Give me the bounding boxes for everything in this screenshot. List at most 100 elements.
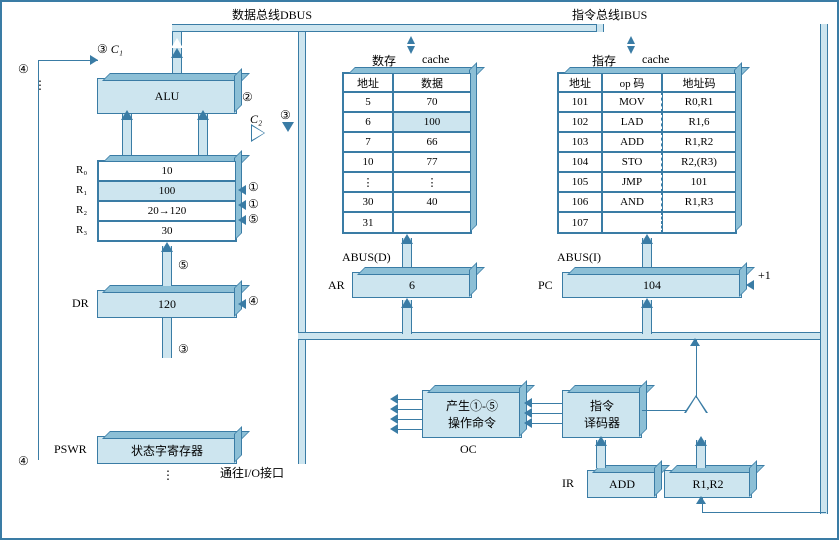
pc-block: 104 [562,272,742,298]
pc-label: PC [538,278,553,293]
it-h1: op 码 [602,73,662,92]
oc-block: 产生①-⑤ 操作命令 [422,390,522,438]
circle-1a: ① [248,180,259,195]
it-r1c1: LAD [602,112,662,132]
dt-h0: 地址 [343,73,393,92]
dr-down [162,318,172,358]
dbus-down-arrow [282,122,294,132]
it-h2: 地址码 [662,73,736,92]
dec-oc-2 [524,408,532,418]
pswr-block: 状态字寄存器 [97,436,237,464]
it-r3c2: R2,(R3) [662,152,736,172]
fb-top-tip [90,55,98,65]
it-r5c1: AND [602,192,662,212]
circle-c1-3: ③ C₁ [97,42,123,57]
ir-to-dec-tip [595,436,607,446]
reg-r0: 10 [98,161,236,181]
decoder-line2: 译码器 [584,414,620,431]
ir-in-tip [696,496,706,504]
ar-in-tip [401,298,413,308]
cpu-diagram: 数据总线DBUS 指令总线IBUS ③ C₁ ALU ② C₂ ③ 10 100… [0,0,839,540]
dt-r4c0: ⋮ [343,172,393,192]
dr-value: 120 [158,297,176,312]
reg-in-arrow3 [238,215,246,225]
dec-oc-l3 [532,423,562,424]
dr-label: DR [72,296,89,311]
circle-3-below-dr: ③ [178,342,189,357]
plus1-label: +1 [758,268,771,283]
reg-r2: 20→120 [98,201,236,221]
it-r2c0: 103 [558,132,602,152]
it-r3c1: STO [602,152,662,172]
lbl-r0: R₀ [76,164,87,176]
it-r1c2: R1,6 [662,112,736,132]
ir-label: IR [562,476,574,491]
ar-label: AR [328,278,345,293]
plus1-arrow [746,280,754,290]
decoder-block: 指令 译码器 [562,390,642,438]
oc-out-line4 [398,429,422,430]
ar-value: 6 [409,278,415,293]
circle-1b: ① [248,197,259,212]
c2-buffer-fill [252,126,264,140]
it-r0c1: MOV [602,92,662,112]
dec-oc-3 [524,418,532,428]
ar-block: 6 [352,272,472,298]
lbl-r2: R₂ [76,204,87,216]
it-r6c0: 107 [558,212,602,233]
it-r1c0: 102 [558,112,602,132]
pc-value: 104 [643,278,661,293]
abus-i-label: ABUS(I) [557,250,601,265]
alu-in-left [122,114,132,160]
it-r2c1: ADD [602,132,662,152]
dr-block: 120 [97,290,237,318]
mid-bus [298,332,828,340]
circle-4-dr: ④ [248,294,259,309]
it-r5c0: 106 [558,192,602,212]
io-label: 通往I/O接口 [220,464,284,481]
it-r0c0: 101 [558,92,602,112]
oc-out4 [390,424,398,434]
d-bi-up [407,36,415,44]
oc-out1 [390,394,398,404]
it-h0: 地址 [558,73,602,92]
circle-4-top: ④ [18,62,29,77]
ellipsis-bot: ⋮ [162,468,174,483]
pswr-label: PSWR [54,442,87,457]
dt-r3c1: 77 [393,152,471,172]
it-r4c2: 101 [662,172,736,192]
it-r2c2: R1,R2 [662,132,736,152]
alu-block: ALU [97,78,237,114]
dbus-vertical [298,24,306,464]
it-r4c0: 105 [558,172,602,192]
reg-r1: 100 [98,181,236,201]
abus-i-tip [641,234,653,244]
dec-oc-l1 [532,403,562,404]
dt-r1c1: 100 [393,112,471,132]
ellipsis-top: ⋮ [34,78,46,93]
dr-to-reg [162,246,172,286]
alu-label: ALU [155,89,180,104]
reg-r3: 30 [98,221,236,241]
decoder-buf-fill [686,397,706,413]
fb-left-h-top [38,60,98,61]
tri-alu-out [171,48,183,58]
circle-5-dr: ⑤ [178,258,189,273]
oc-line1: 产生①-⑤ [446,397,498,414]
ibus-top-connect [596,24,604,32]
buf-up-tip [690,338,700,346]
dt-r2c0: 7 [343,132,393,152]
dt-r0c1: 70 [393,92,471,112]
i-bi-dn [627,46,635,54]
circle-5-reg: ⑤ [248,212,259,227]
it-r6c1 [602,212,662,233]
dt-r6c1 [393,212,471,233]
circle-4-bot: ④ [18,454,29,469]
abus-d-label: ABUS(D) [342,250,391,265]
dt-r2c1: 66 [393,132,471,152]
it-r3c0: 104 [558,152,602,172]
dt-r5c0: 30 [343,192,393,212]
dt-r4c1: ⋮ [393,172,471,192]
alu-in-right-tip [197,110,209,120]
it-r0c2: R0,R1 [662,92,736,112]
